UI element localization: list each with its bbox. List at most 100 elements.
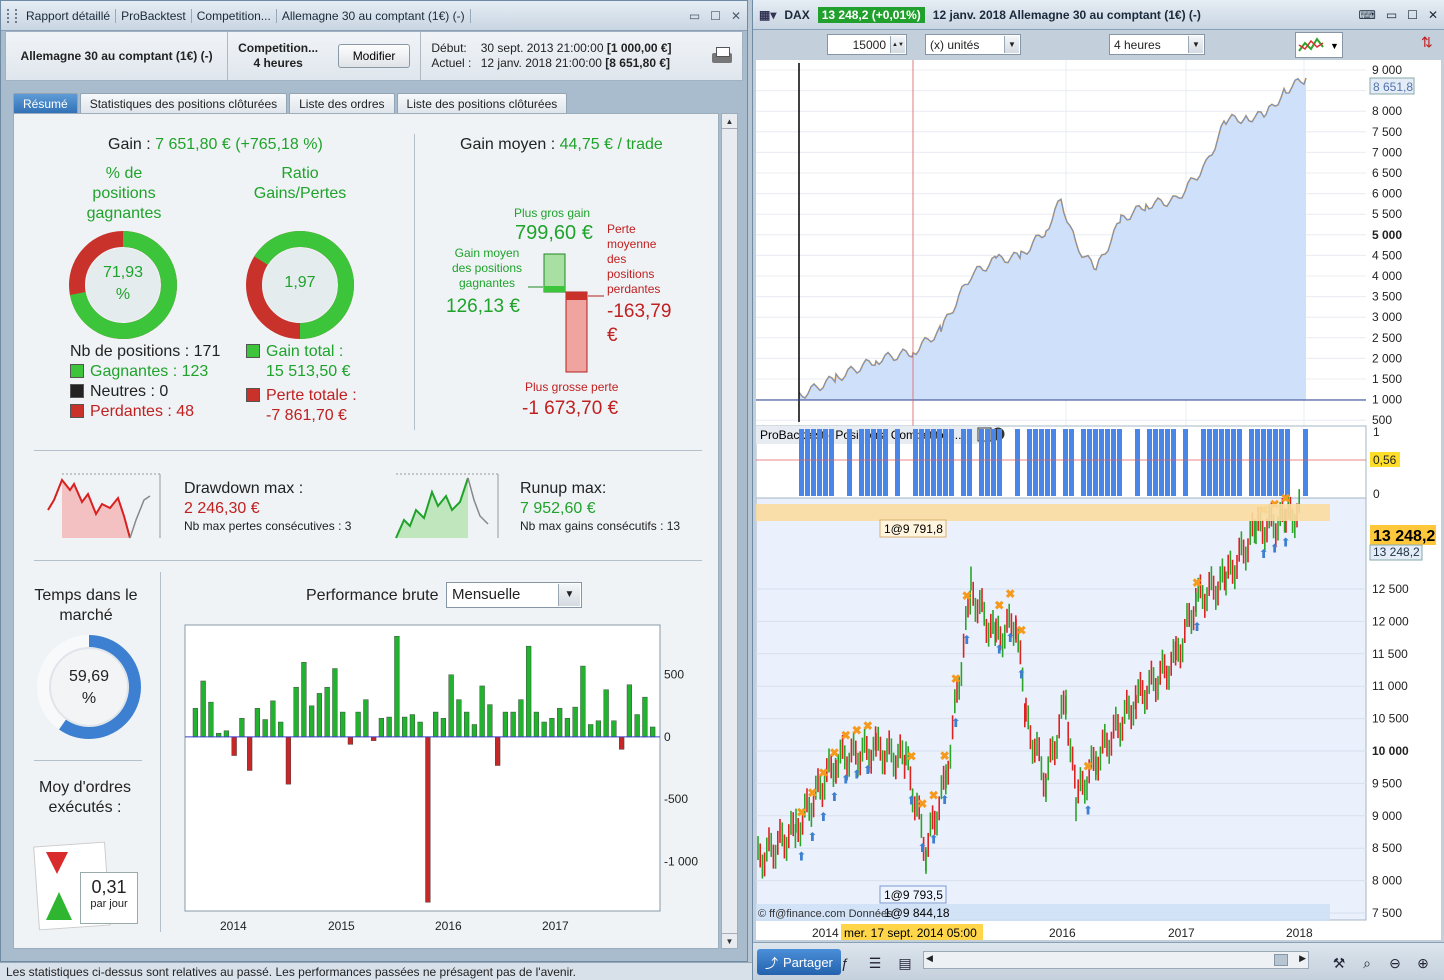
scroll-thumb[interactable] [1274, 954, 1288, 966]
position-bar [1087, 429, 1092, 496]
scroll-up-icon[interactable]: ▲ [722, 114, 737, 129]
position-bar [1207, 429, 1212, 496]
performance-bar [262, 719, 268, 738]
printer-icon[interactable] [711, 47, 732, 65]
scroll-right-icon[interactable]: ▶ [1299, 953, 1306, 963]
performance-bar [363, 699, 369, 738]
tools-icon[interactable]: ▤ [898, 954, 912, 971]
losers-label: Perdantes : [90, 403, 172, 420]
performance-bar [588, 724, 594, 738]
green-square-icon [70, 364, 84, 378]
chevron-down-icon[interactable]: ▼ [1188, 36, 1203, 53]
performance-bar [200, 680, 206, 738]
chevron-down-icon[interactable]: ▼ [558, 584, 580, 606]
minimize-icon[interactable]: ▭ [688, 8, 701, 23]
timeframe-select[interactable]: 4 heures ▼ [1109, 34, 1205, 55]
keyboard-icon[interactable]: ⌨ [1358, 7, 1376, 22]
date-range: Début: 30 sept. 2013 21:00:00 [1 000,00 … [421, 32, 710, 80]
zoom-out-icon[interactable]: ⊖ [1389, 954, 1401, 971]
price-axis-label: 9 500 [1372, 776, 1402, 790]
chevron-down-icon[interactable]: ▼ [1004, 36, 1019, 53]
disclaimer: Les statistiques ci-dessus sont relative… [0, 962, 752, 980]
minimize-icon[interactable]: ▭ [1385, 7, 1398, 22]
summary-content: Gain : 7 651,80 € (+765,18 %) % de posit… [13, 113, 719, 949]
price-charts: 9 000 8 500 8 000 7 500 7 000 6 500 6 000 5 500… [755, 60, 1436, 940]
performance-bar [564, 718, 571, 738]
tab-closed-stats[interactable]: Statistiques des positions clôturées [79, 93, 288, 114]
wrench-icon[interactable]: ⚒ [1332, 954, 1346, 971]
title-item-report[interactable]: Rapport détaillé [21, 8, 117, 23]
performance-bar [301, 662, 307, 738]
zoom-auto-icon[interactable]: ⌕ [1363, 954, 1371, 971]
performance-bar [402, 716, 408, 738]
positions-axis-label: 1 [1373, 425, 1380, 439]
performance-bar [580, 665, 586, 738]
chart-title: 12 janv. 2018 Allemagne 30 au comptant (… [932, 7, 1201, 22]
losers: 48 [176, 403, 195, 420]
performance-bar [347, 736, 354, 745]
performance-bar [409, 714, 416, 738]
position-bar [1255, 429, 1260, 496]
report-vertical-scrollbar[interactable]: ▲ ▼ [721, 113, 738, 949]
y-tick-label: -500 [664, 792, 688, 806]
equity-axis-label: 7 500 [1372, 125, 1402, 139]
tab-summary[interactable]: Résumé [13, 93, 78, 114]
equity-axis-label: 6 000 [1372, 187, 1402, 201]
position-bar [1165, 429, 1170, 496]
position-bar [1153, 429, 1158, 496]
positions-axis-label: 0 [1373, 487, 1380, 501]
drag-handle-icon[interactable] [7, 8, 17, 23]
unit-select[interactable]: (x) unités ▼ [925, 34, 1021, 55]
runup-line [395, 477, 469, 539]
order-label-strip-bottom [756, 904, 1330, 921]
winners-label: Gagnantes : [90, 363, 178, 380]
equity-axis-label: 5 500 [1372, 207, 1402, 221]
position-bar [985, 429, 990, 496]
start-value: [1 000,00 €] [606, 41, 672, 55]
position-bar [871, 429, 876, 496]
position-bar [817, 429, 822, 496]
biggest-gain-label: Plus gros gain [514, 206, 591, 220]
gauge-center [51, 649, 127, 725]
maximize-icon[interactable]: ☐ [1407, 7, 1418, 22]
sell-marker: ✖ [841, 728, 851, 742]
quantity-input[interactable]: 15000 ▲▼ [827, 34, 907, 55]
scroll-down-icon[interactable]: ▼ [722, 933, 737, 948]
sell-marker: ✖ [807, 786, 817, 800]
perf-period-select[interactable]: Mensuelle ▼ [446, 582, 582, 608]
biggest-gain: 799,60 € [515, 222, 593, 244]
zoom-in-icon[interactable]: ⊕ [1417, 954, 1429, 971]
strategy-name: Competition... [238, 41, 319, 55]
close-icon[interactable]: ✕ [1427, 7, 1438, 22]
chart-type-button[interactable]: ▼ [1295, 32, 1343, 58]
order-label-box [879, 519, 947, 538]
orders-card: 0,31 par jour [80, 872, 138, 924]
scroll-left-icon[interactable]: ◀ [926, 953, 933, 963]
maximize-icon[interactable]: ☐ [710, 8, 721, 23]
modify-button[interactable]: Modifier [337, 44, 411, 68]
symbol[interactable]: DAX [784, 7, 810, 22]
performance-bar [518, 699, 524, 738]
tab-orders[interactable]: Liste des ordres [289, 93, 395, 114]
sell-marker: ✖ [1005, 587, 1015, 601]
share-button[interactable]: ⤴ Partager [757, 949, 841, 975]
list-icon[interactable]: ☰ [868, 954, 882, 971]
avg-loss-label: Perte moyenne des positions perdantes [607, 222, 661, 296]
buy-marker: ⬆ [1016, 667, 1026, 681]
equity-axis-label: 4 500 [1372, 248, 1402, 262]
arrows-icon[interactable]: ⇅ [1421, 34, 1433, 50]
current-label: Actuel : [431, 56, 472, 70]
x-tick-label: 2017 [542, 919, 569, 933]
close-icon[interactable]: ✕ [730, 8, 741, 23]
avg-loss: -163,79 € [607, 301, 672, 346]
tab-closed-positions[interactable]: Liste des positions clôturées [396, 93, 568, 114]
divider [34, 760, 142, 761]
indicator-icon[interactable]: ƒ [841, 955, 849, 971]
chart-horizontal-scrollbar[interactable]: ◀ ▶ [923, 951, 1309, 969]
arrow-down-icon [46, 852, 68, 874]
spinner-icon[interactable]: ▲▼ [890, 36, 905, 53]
sell-marker: ✖ [951, 672, 961, 686]
position-bars [799, 429, 1308, 496]
grid-icon[interactable]: ▦▾ [759, 7, 777, 22]
gain-loss-bars [528, 253, 604, 373]
